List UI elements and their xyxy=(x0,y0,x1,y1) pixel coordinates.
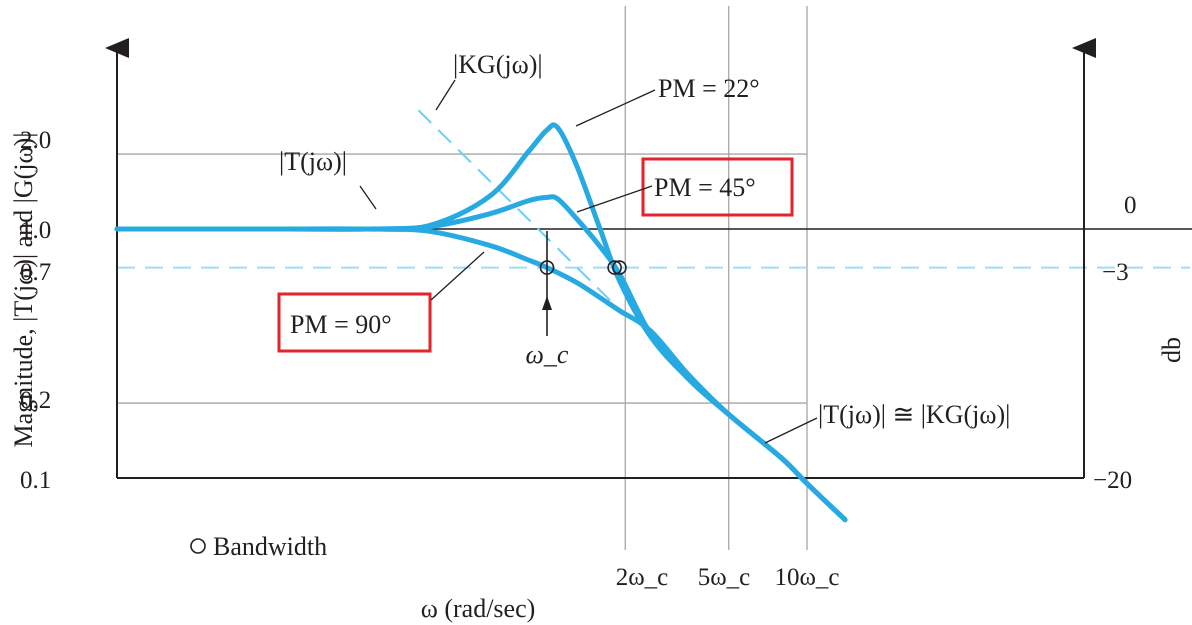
annotation-wc: ω_c xyxy=(526,340,569,369)
bandwidth-marker-2 xyxy=(612,260,627,275)
annotation-pm90-leader xyxy=(430,251,485,301)
y-axis-label: Magnitude, |T(jω)| and |G(jω)| xyxy=(9,133,38,448)
highlight-box-pm45 xyxy=(641,157,794,217)
xtick-10wc: 10ω_c xyxy=(774,564,839,591)
annotation-asymptote-leader xyxy=(764,417,818,444)
ytick-0.2: 0.2 xyxy=(20,387,51,414)
bandwidth-marker-0 xyxy=(539,260,555,275)
series-pm90-curve xyxy=(114,226,848,523)
highlight-box-pm90 xyxy=(277,292,432,353)
annotation-pm90: PM = 90° xyxy=(290,310,392,339)
annotation-pm45: PM = 45° xyxy=(654,173,756,202)
wc-arrow-icon xyxy=(542,296,552,310)
ytick-2.0: 2.0 xyxy=(20,127,51,154)
bandwidth-marker-1 xyxy=(607,260,622,275)
ytick-1.0: 1.0 xyxy=(20,217,51,244)
right-tick-0: 0 xyxy=(1124,192,1137,219)
kg-asymptote-line xyxy=(417,109,626,317)
x-axis-label: ω (rad/sec) xyxy=(421,594,536,623)
annotation-t-leader xyxy=(359,185,377,210)
annotation-pm22-leader xyxy=(575,89,656,127)
annotation-kg-leader xyxy=(435,79,456,111)
right-tick-minus20: −20 xyxy=(1093,467,1132,494)
ytick-0.1: 0.1 xyxy=(20,467,51,494)
annotation-pm45-leader xyxy=(576,185,653,213)
legend-bandwidth-label: Bandwidth xyxy=(213,532,327,561)
annotation-kg: |KG(jω)| xyxy=(453,50,543,79)
ytick-0.7: 0.7 xyxy=(20,259,51,286)
right-axis-label: db xyxy=(1157,337,1186,363)
annotation-pm22: PM = 22° xyxy=(658,74,760,103)
right-tick-minus3: −3 xyxy=(1102,259,1129,286)
annotation-t: |T(jω)| xyxy=(279,147,347,176)
legend-bandwidth-icon xyxy=(190,538,206,554)
xtick-5wc: 5ω_c xyxy=(698,564,751,591)
bandwidth-markers xyxy=(539,260,627,275)
annotation-asymptote: |T(jω)| ≅ |KG(jω)| xyxy=(818,400,1010,429)
xtick-2wc: 2ω_c xyxy=(616,564,669,591)
